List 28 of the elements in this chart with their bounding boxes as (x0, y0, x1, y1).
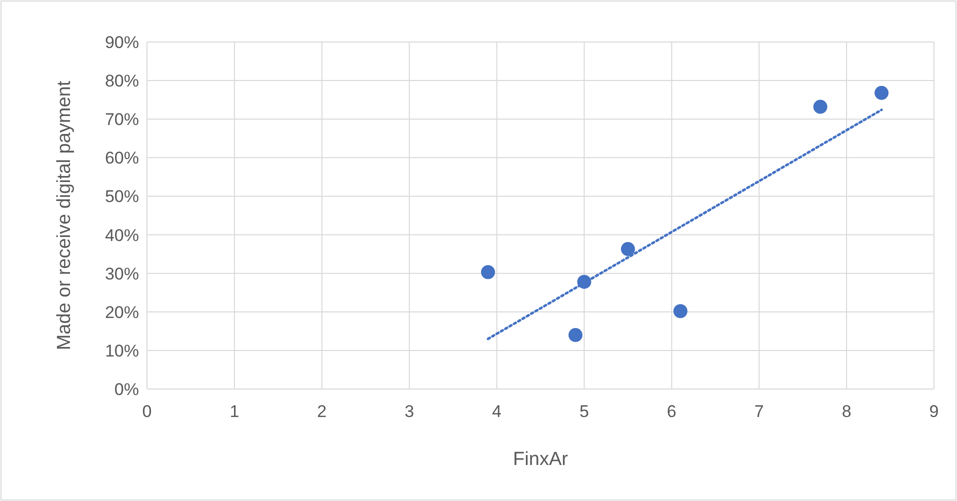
y-tick-label: 60% (104, 148, 139, 168)
x-tick-label: 1 (230, 402, 240, 421)
y-tick-label: 50% (104, 187, 139, 206)
point (813, 100, 828, 114)
x-tick-label: 7 (754, 402, 764, 421)
y-tick-label: 0% (114, 380, 139, 399)
y-tick-label: 40% (104, 226, 139, 245)
x-tick-label: 9 (929, 402, 939, 421)
x-axis-title: FinxAr (513, 449, 569, 470)
y-axis-title: Made or receive digital payment (54, 80, 75, 350)
y-tick-label: 30% (104, 264, 139, 284)
point (481, 265, 496, 280)
y-tick-label: 10% (104, 341, 139, 360)
x-tick-label: 3 (404, 402, 414, 421)
x-tick-label: 4 (492, 402, 502, 421)
point (874, 86, 889, 100)
y-tick-label: 90% (104, 33, 139, 52)
point (620, 242, 635, 256)
y-tick-label: 70% (104, 110, 139, 130)
x-tick-label: 8 (842, 402, 852, 421)
x-tick-label: 6 (666, 402, 676, 421)
x-tick-label: 0 (142, 402, 152, 421)
point (568, 328, 582, 342)
x-tick-label: 5 (579, 402, 589, 421)
y-tick-label: 20% (104, 302, 139, 322)
x-tick-label: 2 (317, 402, 327, 421)
y-tick-label: 80% (104, 72, 139, 91)
point (673, 304, 688, 318)
